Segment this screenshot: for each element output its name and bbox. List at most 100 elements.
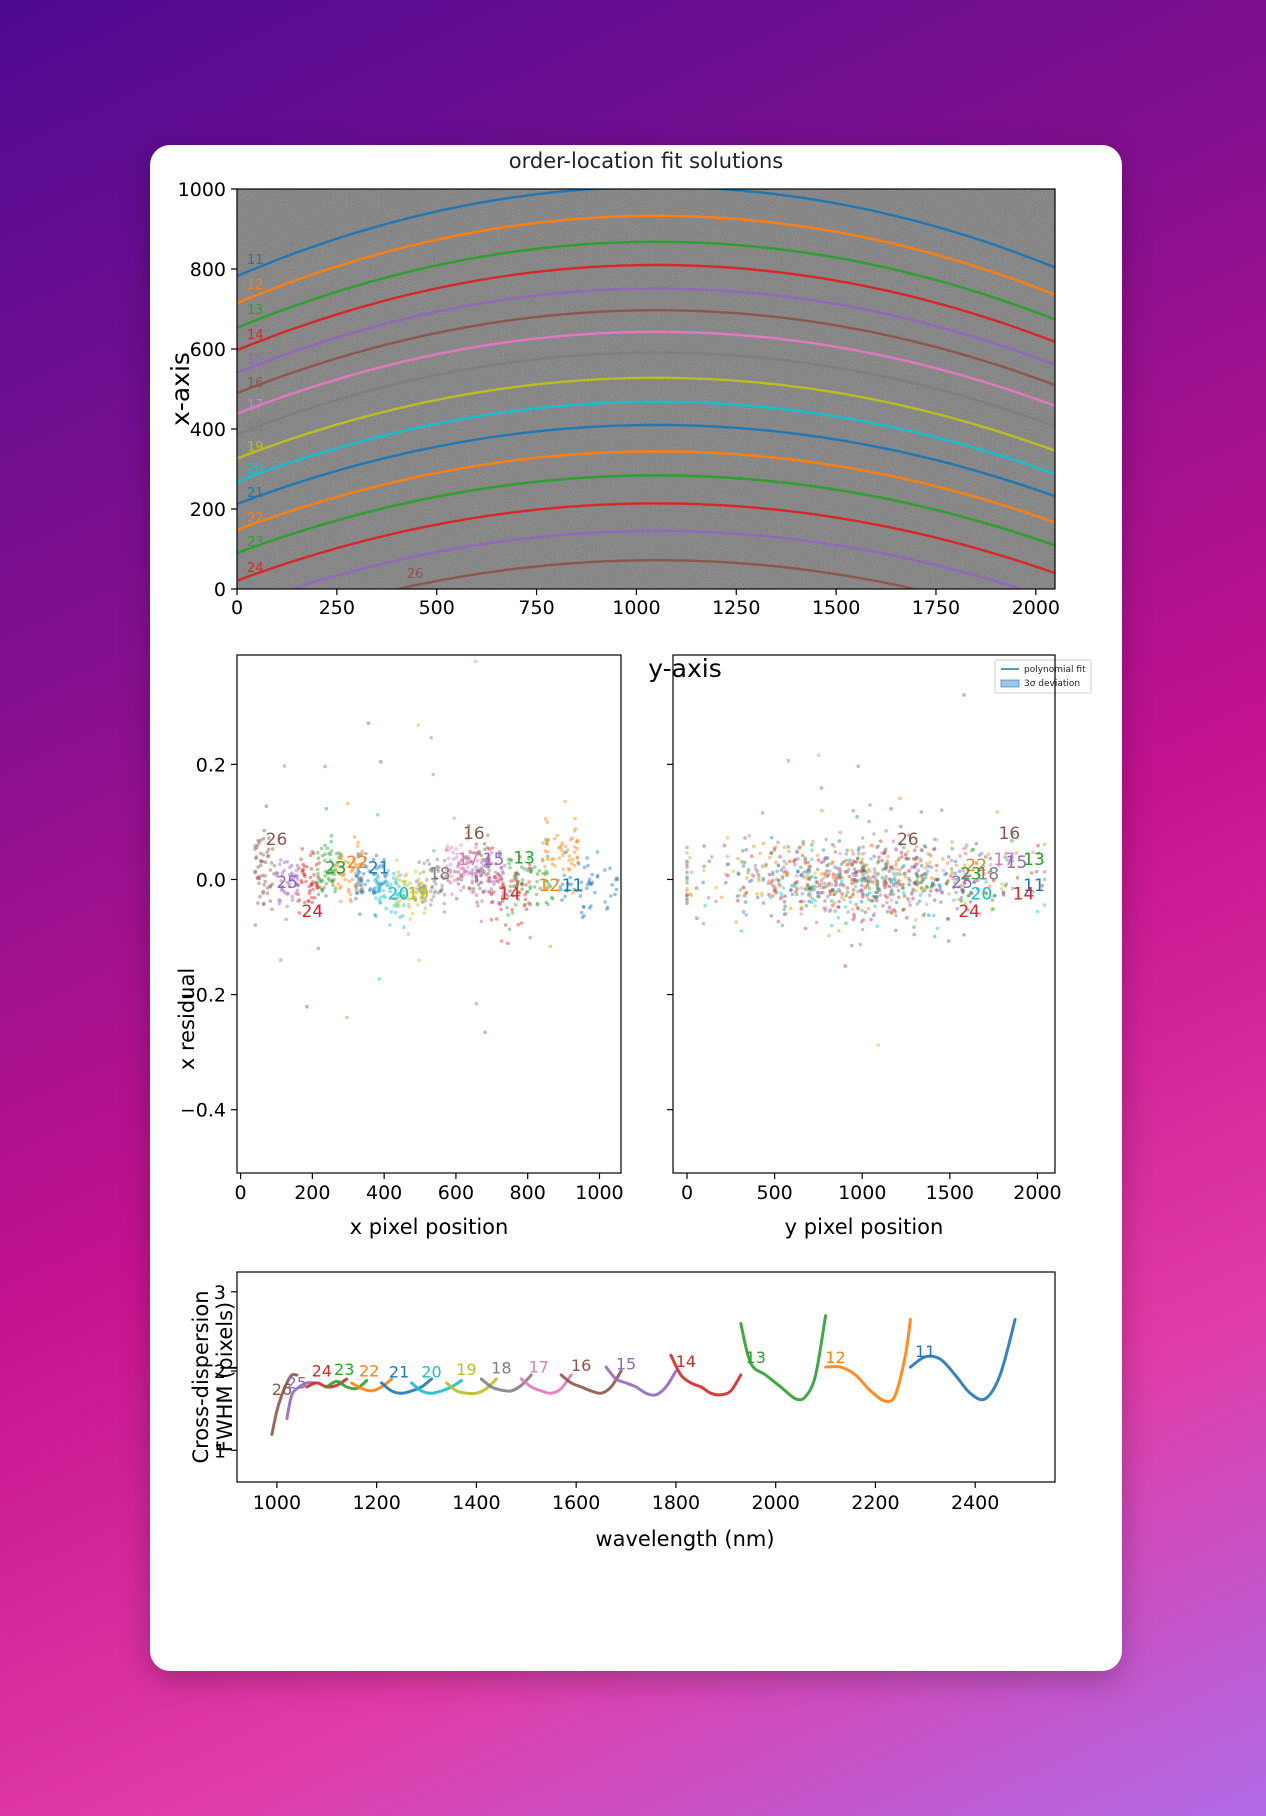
- residual-point: [279, 858, 283, 862]
- residual-point: [767, 872, 772, 877]
- residual-point: [373, 913, 377, 917]
- residual-point: [528, 935, 533, 940]
- residual-point: [546, 902, 550, 907]
- residual-point: [875, 886, 880, 890]
- residual-point: [850, 848, 854, 853]
- residual-point: [771, 894, 775, 898]
- residual-point: [407, 905, 412, 909]
- residual-point: [487, 890, 491, 894]
- residual-point: [290, 873, 295, 877]
- residual-point: [831, 892, 836, 897]
- residual-point: [285, 880, 290, 885]
- residual-point: [927, 893, 932, 898]
- residual-point: [277, 898, 281, 902]
- residual-point: [395, 881, 399, 886]
- legend-band-marker: [1000, 679, 1020, 688]
- residual-point: [382, 893, 386, 898]
- residual-point: [1042, 870, 1047, 874]
- residual-point: [959, 899, 964, 903]
- residual-point: [498, 900, 503, 905]
- residual-point: [310, 900, 314, 905]
- residual-point: [807, 887, 811, 891]
- residual-point: [402, 903, 406, 907]
- residual-point: [831, 872, 836, 876]
- residual-point: [499, 907, 503, 912]
- residual-point: [919, 810, 924, 814]
- residual-point: [724, 880, 728, 885]
- residual-point: [486, 878, 490, 883]
- axes-frame: [672, 654, 1056, 1174]
- residual-point: [997, 863, 1001, 867]
- residual-point: [884, 865, 889, 870]
- residual-point: [934, 863, 939, 868]
- residual-point: [374, 896, 378, 900]
- residual-point: [856, 869, 861, 873]
- residual-point: [474, 879, 479, 883]
- residual-point: [319, 846, 324, 851]
- residual-point: [805, 873, 809, 878]
- residual-point: [907, 899, 911, 904]
- residual-point: [494, 861, 498, 866]
- residual-point: [423, 906, 428, 910]
- order-curve: [237, 214, 1055, 305]
- order-label: 21: [368, 859, 390, 879]
- residual-point: [760, 891, 764, 896]
- residual-point: [785, 871, 790, 876]
- residual-point: [411, 888, 416, 893]
- residual-point: [418, 886, 422, 890]
- residual-point: [513, 903, 518, 907]
- order-label: 21: [389, 1362, 409, 1381]
- residual-point: [259, 859, 264, 864]
- residual-point: [851, 892, 855, 896]
- residual-point: [799, 873, 803, 877]
- residual-point: [859, 899, 864, 904]
- residual-point: [685, 893, 689, 897]
- residual-point: [268, 899, 272, 903]
- residual-point: [860, 888, 865, 893]
- residual-point: [760, 811, 765, 815]
- residual-point: [876, 872, 880, 876]
- order-label: 22: [359, 1362, 379, 1381]
- residual-point: [469, 871, 474, 876]
- residual-point: [336, 882, 341, 886]
- residual-point: [865, 894, 869, 898]
- residual-point: [685, 863, 689, 868]
- residual-point: [384, 906, 388, 911]
- residual-point: [928, 852, 932, 857]
- residual-point: [950, 870, 954, 875]
- residual-point: [900, 886, 905, 890]
- residual-point: [888, 865, 893, 869]
- residual-point: [354, 863, 359, 868]
- residual-point: [725, 836, 730, 840]
- residual-point: [400, 914, 405, 918]
- residual-point: [343, 859, 348, 864]
- residual-point: [744, 848, 749, 852]
- residual-point: [815, 890, 820, 895]
- residual-point: [474, 659, 478, 664]
- residual-point: [974, 861, 979, 865]
- residual-point: [739, 860, 744, 864]
- residual-point: [255, 875, 259, 880]
- residual-point: [330, 868, 334, 873]
- residual-point: [290, 894, 295, 899]
- residual-point: [562, 873, 567, 878]
- residual-point: [354, 871, 358, 875]
- residual-point: [866, 880, 870, 884]
- residual-point: [280, 885, 284, 889]
- residual-point: [944, 871, 949, 876]
- residual-point: [316, 850, 320, 855]
- residual-point: [398, 898, 402, 903]
- residual-point: [891, 882, 896, 886]
- residual-point: [567, 882, 571, 887]
- residual-point: [377, 977, 382, 981]
- residual-point: [274, 870, 279, 875]
- residual-point: [977, 853, 982, 857]
- residual-point: [282, 764, 287, 768]
- residual-point: [818, 891, 823, 895]
- residual-point: [280, 871, 285, 875]
- residual-point: [290, 871, 294, 875]
- residual-point: [360, 852, 364, 856]
- residual-point: [858, 942, 863, 947]
- residual-point: [912, 932, 916, 937]
- residual-point: [439, 874, 444, 879]
